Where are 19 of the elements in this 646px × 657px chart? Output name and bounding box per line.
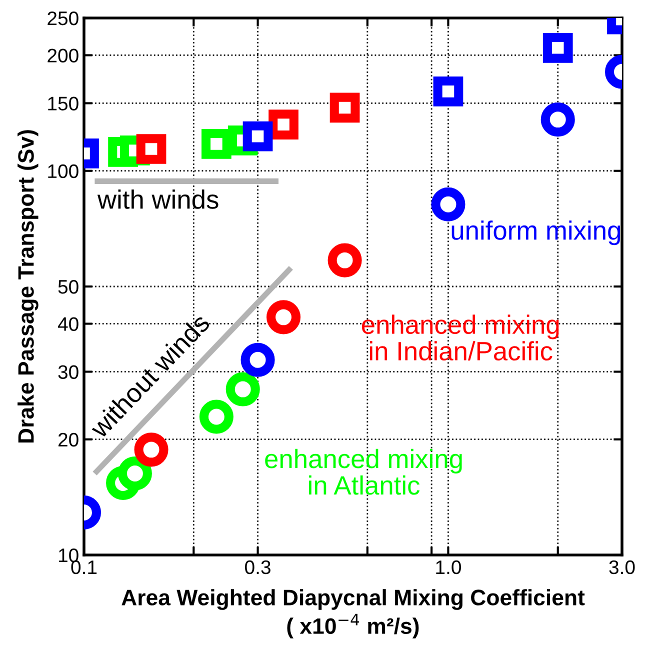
series-label: enhanced mixing in Atlantic: [265, 448, 462, 495]
annotation: with winds: [97, 190, 218, 209]
x-tick-label: 1.0: [436, 560, 461, 574]
x-tick-label: 0.3: [245, 560, 270, 574]
y-tick-label: 10: [58, 548, 78, 562]
x-tick-label: 3.0: [609, 560, 635, 574]
y-tick-label: 50: [58, 280, 78, 294]
y-tick-label: 20: [58, 432, 78, 447]
x-axis-title: Area Weighted Diapycnal Mixing Coefficient ( x10$^{−4}$ m²/s): [122, 589, 585, 638]
x-tick-label: 0.1: [71, 560, 97, 574]
y-tick-label: 250: [48, 11, 78, 26]
series-label: uniform mixing: [452, 220, 620, 246]
y-tick-label: 40: [58, 317, 78, 331]
y-tick-label: 100: [48, 164, 78, 178]
y-tick-label: 150: [48, 96, 78, 110]
y-tick-label: 30: [58, 365, 78, 379]
series-label: enhanced mixing in Indian/Pacific: [362, 314, 559, 361]
y-axis-title: Drake Passage Transport (Sv): [18, 130, 38, 442]
y-tick-label: 200: [48, 48, 78, 62]
